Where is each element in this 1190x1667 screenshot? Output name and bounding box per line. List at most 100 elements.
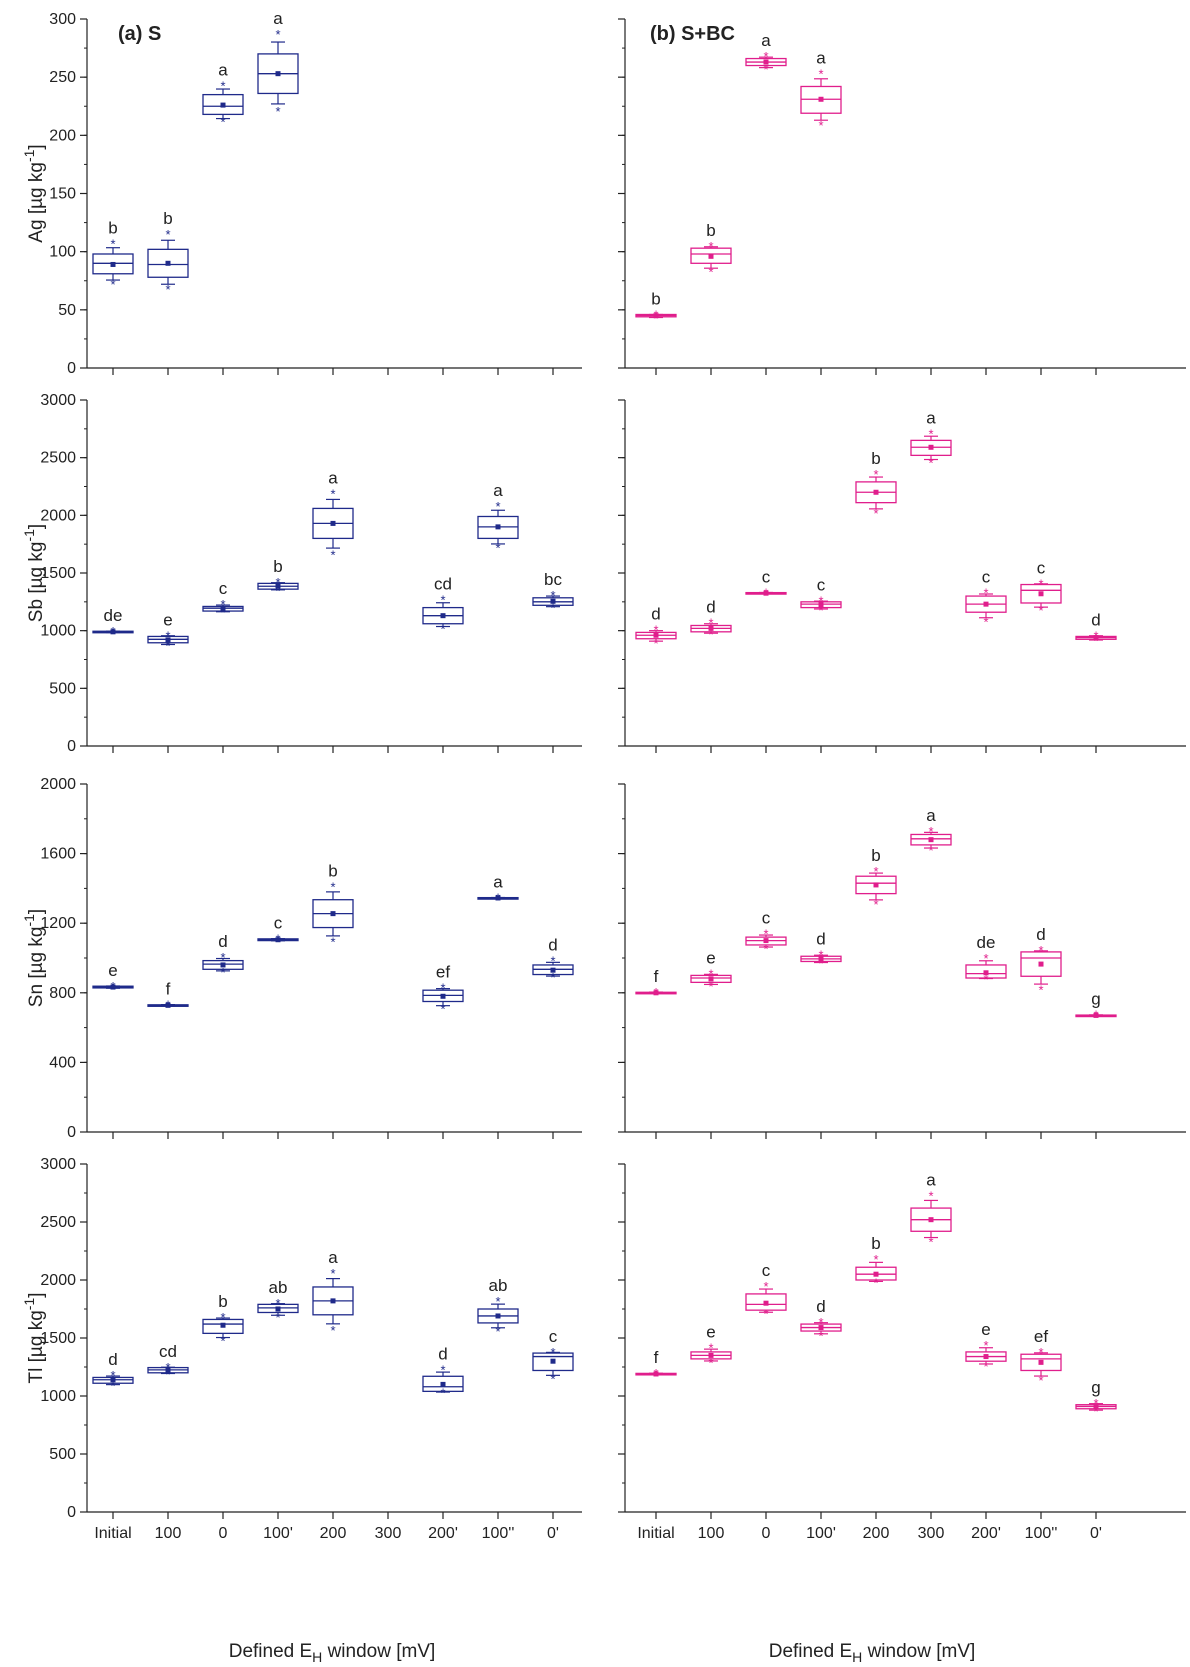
box-max-marker: *	[653, 623, 658, 638]
box-mean	[818, 602, 824, 608]
box-mean	[818, 956, 824, 962]
box-max-marker: *	[818, 594, 823, 609]
box-200: **a	[312, 468, 354, 563]
box-max-marker: *	[928, 426, 933, 441]
significance-letter: ab	[269, 1278, 288, 1297]
x-tick-label: 200	[320, 1525, 347, 1542]
box-max-marker: *	[165, 227, 170, 242]
box-max-marker: *	[873, 1252, 878, 1267]
significance-letter: c	[274, 914, 283, 933]
box-max-marker: *	[653, 307, 658, 322]
y-tick-label: 1600	[40, 846, 76, 863]
box-min-marker: *	[763, 941, 768, 956]
x-tick-label: 0'	[1090, 1525, 1102, 1542]
x-tick-label: 0	[762, 1525, 771, 1542]
box-max-marker: *	[983, 1338, 988, 1353]
significance-letter: d	[218, 932, 227, 951]
box-mean	[1038, 961, 1044, 967]
significance-letter: b	[328, 862, 337, 881]
x-axis-title-b: Defined EH window [mV]	[769, 1641, 976, 1665]
significance-letter: f	[166, 979, 171, 998]
box-max-marker: *	[165, 1360, 170, 1375]
box-100': **a	[800, 49, 842, 133]
box-200': **e	[965, 1320, 1007, 1374]
box-min-marker: *	[220, 1333, 225, 1348]
box-max-marker: *	[275, 575, 280, 590]
chart-panel-6: **f **e**c**d**b**a**de **d**g	[618, 783, 1186, 1139]
box-mean	[110, 261, 116, 267]
box-min-marker: *	[220, 114, 225, 129]
box-300: **a	[910, 806, 952, 858]
box-100': **d	[800, 930, 842, 971]
box-300: **a	[910, 408, 952, 470]
box-mean	[928, 1217, 934, 1223]
box-Initial: **f	[635, 1348, 677, 1383]
box-mean	[763, 59, 769, 65]
y-tick-label: 50	[58, 302, 76, 319]
box-max-marker: *	[818, 67, 823, 82]
box-mean	[983, 601, 989, 607]
y-axis-title: Sb [µg kg-1]	[21, 524, 47, 622]
box-min-marker: *	[653, 986, 658, 1001]
box-mean	[220, 962, 226, 968]
box-max-marker: *	[763, 1279, 768, 1294]
box-mean	[928, 444, 934, 450]
box-max-marker: *	[495, 1294, 500, 1309]
box-0: **c	[745, 909, 787, 956]
box-max-marker: *	[1093, 628, 1098, 643]
significance-letter: c	[549, 1327, 558, 1346]
y-tick-label: 300	[49, 11, 76, 28]
x-tick-label: 200'	[971, 1525, 1001, 1542]
box-0: **a	[202, 60, 244, 129]
panel-title-a: (a) S	[118, 23, 161, 45]
box-100'': **ef	[1020, 1327, 1062, 1388]
y-tick-label: 0	[67, 1504, 76, 1521]
box-min-marker: *	[330, 934, 335, 949]
box-Initial: **de	[92, 606, 134, 641]
box-min-marker: *	[708, 979, 713, 994]
box-min-marker: *	[708, 627, 713, 642]
box-mean	[165, 637, 171, 643]
box-max-marker: *	[928, 824, 933, 839]
box-max-marker: *	[440, 1362, 445, 1377]
box-max-marker: *	[1093, 1396, 1098, 1411]
box-mean	[550, 1358, 556, 1364]
box-mean	[330, 911, 336, 917]
significance-letter: g	[1091, 990, 1100, 1009]
box-100': **ab	[257, 1278, 299, 1325]
box-min-marker: *	[550, 970, 555, 985]
box-min-marker: *	[873, 897, 878, 912]
box-0': **bc	[532, 570, 574, 616]
box-mean	[550, 967, 556, 973]
x-tick-label: Initial	[637, 1525, 674, 1542]
significance-letter: f	[654, 1348, 659, 1367]
box-min-marker: *	[983, 1359, 988, 1374]
box-max-marker: *	[1038, 943, 1043, 958]
box-min-marker: *	[1093, 633, 1098, 648]
box-mean	[165, 260, 171, 266]
y-tick-label: 500	[49, 680, 76, 697]
significance-letter: c	[219, 579, 228, 598]
box-max-marker: *	[550, 954, 555, 969]
box-mean	[495, 1313, 501, 1319]
significance-letter: ab	[489, 1276, 508, 1295]
significance-letter: a	[816, 49, 826, 68]
chart-panel-2: **b**b**a**a	[618, 18, 1186, 375]
box-max-marker: *	[220, 78, 225, 93]
panel-title-b: (b) S+BC	[650, 23, 735, 45]
box-0: **c	[202, 579, 244, 620]
significance-letter: bc	[544, 570, 562, 589]
box-mean	[983, 1354, 989, 1360]
box-100'': **c	[1020, 558, 1062, 618]
box-300: **a	[910, 1170, 952, 1250]
box-max-marker: *	[165, 628, 170, 643]
box-mean	[708, 976, 714, 982]
box-mean	[220, 102, 226, 108]
box-mean	[1038, 1359, 1044, 1365]
y-tick-label: 150	[49, 186, 76, 203]
y-tick-label: 500	[49, 1446, 76, 1463]
significance-letter: a	[328, 1248, 338, 1267]
box-min-marker: *	[1038, 1373, 1043, 1388]
